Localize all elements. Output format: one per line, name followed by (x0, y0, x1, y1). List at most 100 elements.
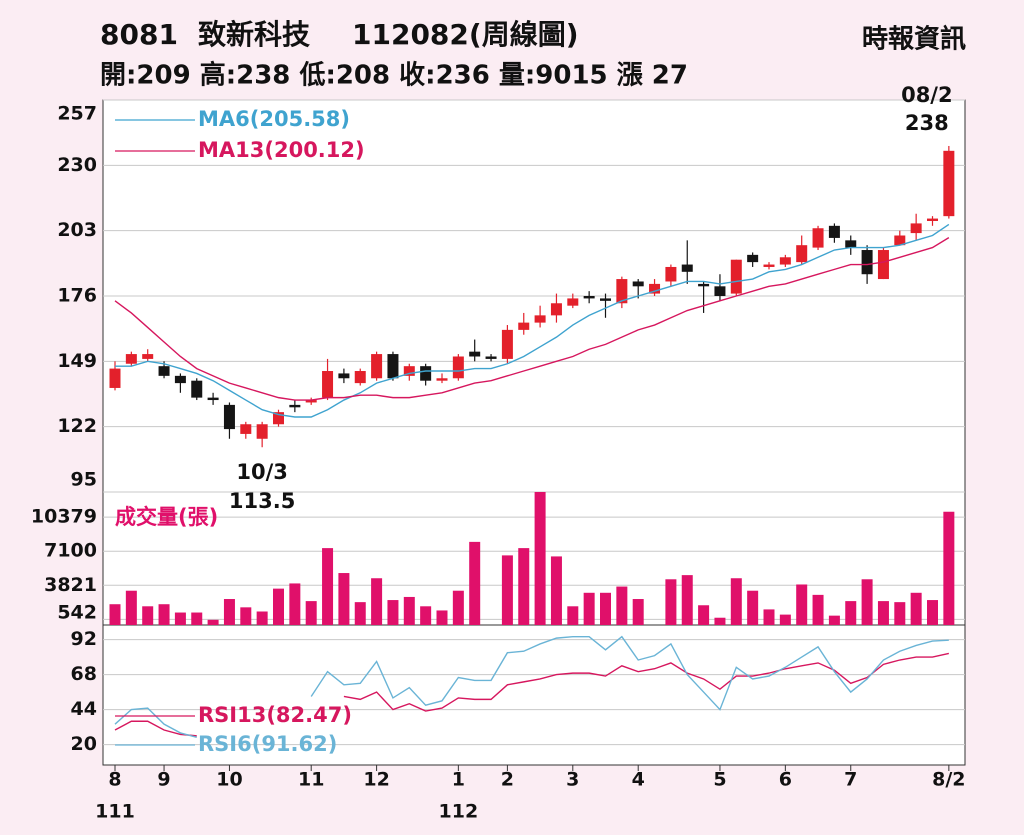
y-tick-label: 203 (57, 219, 97, 241)
volume-bar (550, 556, 562, 625)
candle-body (223, 404, 235, 430)
line (114, 237, 950, 401)
y-tick-label: 68 (71, 663, 97, 685)
candle-body (485, 356, 497, 359)
candle-body (861, 250, 873, 275)
x-tick-label: 4 (632, 769, 645, 791)
panel-title: 成交量(張) (115, 505, 218, 529)
candle-body (305, 400, 317, 403)
candle-body (730, 259, 742, 294)
candle-body (256, 424, 268, 439)
candle-body (142, 354, 154, 359)
candle-body (436, 378, 448, 381)
candle-body (403, 366, 415, 376)
volume-bar (158, 604, 170, 625)
volume-bar (174, 612, 186, 625)
x-tick-label: 8 (108, 769, 121, 791)
volume-bar (910, 592, 922, 625)
volume-bar (779, 614, 791, 625)
volume-bar (125, 590, 137, 625)
candle-body (240, 424, 252, 434)
annotation: 113.5 (229, 489, 295, 513)
candle-body (420, 366, 432, 381)
candle-body (518, 322, 530, 330)
volume-bar (616, 586, 628, 625)
candle-body (649, 283, 661, 294)
x-year-label: 111 (95, 801, 135, 823)
legend-label: RSI6(91.62) (198, 732, 337, 756)
candle-body (158, 366, 170, 376)
y-tick-label: 92 (71, 628, 97, 650)
x-tick-label: 1 (452, 769, 465, 791)
y-tick-label: 149 (57, 350, 97, 372)
volume-bar (240, 607, 252, 625)
y-tick-label: 10379 (31, 506, 97, 528)
volume-bar (665, 579, 677, 625)
line (343, 652, 950, 712)
volume-bar (354, 602, 366, 625)
volume-bar (828, 615, 840, 625)
volume-bar (273, 588, 284, 625)
candle-body (191, 380, 203, 398)
candle-body (452, 356, 464, 379)
candle-body (583, 296, 595, 299)
volume-bar (681, 575, 693, 625)
x-tick-label: 12 (363, 769, 389, 791)
chart-title: 112082(周線圖) (352, 18, 579, 51)
candle-body (354, 371, 366, 384)
stock-name: 致新科技 (198, 18, 310, 51)
candle-body (894, 235, 906, 246)
candle-body (763, 264, 775, 267)
candle-body (273, 412, 284, 425)
y-tick-label: 122 (57, 415, 97, 437)
annotation: 238 (905, 111, 949, 135)
volume-bar (142, 606, 154, 625)
volume-bar (845, 601, 857, 625)
volume-bar (763, 609, 775, 625)
stats: 開:209 高:238 低:208 收:236 量:9015 漲 27 (100, 60, 688, 91)
volume-bar (452, 590, 464, 625)
candle-body (387, 354, 399, 379)
x-tick-label: 11 (298, 769, 324, 791)
candle-body (877, 250, 889, 280)
candle-body (567, 298, 579, 306)
candle-body (534, 315, 546, 323)
volume-bar (289, 583, 301, 625)
volume-bar (207, 619, 219, 625)
volume-bar (698, 605, 710, 625)
y-tick-label: 44 (71, 698, 97, 720)
x-tick-label: 5 (713, 769, 726, 791)
volume-bar (223, 599, 235, 625)
candle-body (910, 223, 922, 234)
candle-body (828, 225, 840, 238)
volume-bar (420, 606, 432, 625)
candle-body (747, 254, 759, 263)
candle-body (371, 354, 383, 379)
line (114, 720, 197, 737)
y-tick-label: 7100 (44, 540, 97, 562)
volume-bar (583, 592, 595, 625)
volume-bar (191, 612, 203, 625)
source: 時報資訊 (862, 24, 966, 55)
candle-body (779, 257, 791, 265)
y-tick-label: 20 (71, 733, 97, 755)
annotation: 08/2 (901, 83, 953, 107)
candle-body (796, 245, 808, 263)
volume-bar (600, 592, 611, 625)
volume-bar (796, 584, 808, 625)
stock-code: 8081 (100, 18, 178, 51)
candle-body (943, 150, 955, 217)
legend-label: MA6(205.58) (198, 107, 350, 131)
x-year-label: 112 (439, 801, 479, 823)
y-tick-label: 95 (71, 469, 97, 491)
legend-label: MA13(200.12) (198, 138, 365, 162)
candle-body (681, 264, 693, 272)
volume-bar (403, 596, 415, 625)
candle-body (322, 371, 334, 398)
candle-body (714, 286, 726, 296)
volume-bar (714, 617, 726, 625)
volume-bar (501, 555, 513, 625)
candle-body (665, 266, 677, 282)
